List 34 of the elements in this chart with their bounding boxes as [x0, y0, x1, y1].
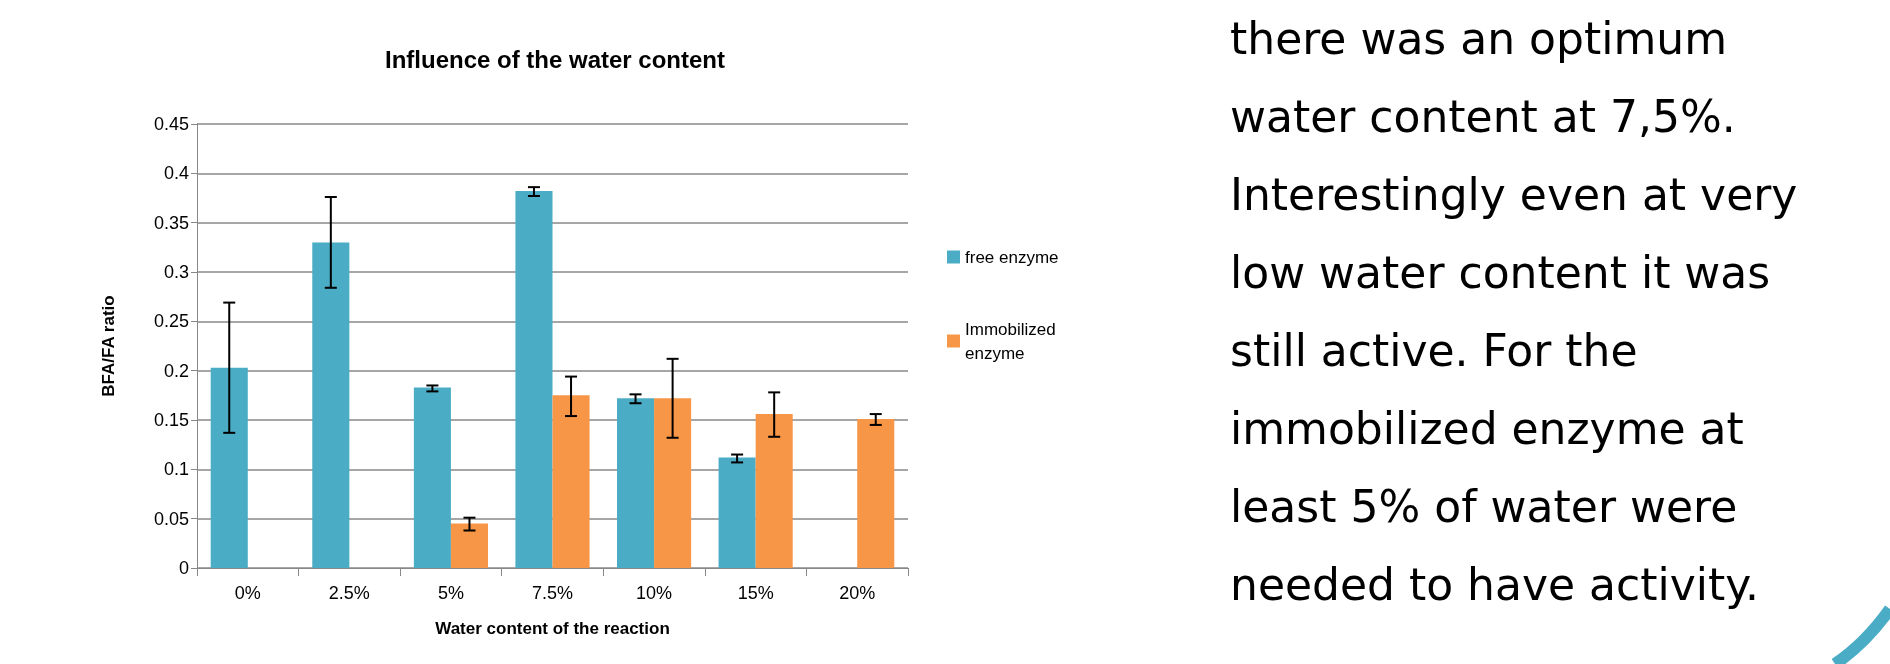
- y-tick-label: 0.35: [153, 212, 189, 233]
- x-tick-label: 10%: [636, 583, 673, 603]
- y-tick-label: 0: [178, 558, 189, 578]
- legend-label: Immobilized enzyme: [965, 319, 1061, 363]
- y-tick-label: 0.15: [153, 410, 189, 430]
- bar: [617, 398, 655, 568]
- bar: [312, 242, 350, 568]
- bar: [413, 387, 451, 568]
- bar: [857, 419, 895, 568]
- legend-label: free enzyme: [965, 247, 1059, 267]
- x-tick-label: 2.5%: [328, 583, 370, 603]
- text: there was an optimum water content at 7,5%. Interestingly even at very low water content it was still active. For the immobilized enzyme at least 5% of water were needed to have activity.: [1230, 12, 1799, 612]
- chart-title: Influence of the water content: [384, 45, 726, 73]
- x-axis-title: Water content of the reaction: [435, 619, 670, 638]
- x-tick-label: 15%: [737, 583, 774, 603]
- y-tick-label: 0.2: [163, 360, 189, 381]
- y-axis-title: BFA/FA ratio: [99, 295, 118, 397]
- x-tick-label: 5%: [437, 583, 464, 603]
- y-tick-label: 0.1: [163, 459, 189, 480]
- y-tick-label: 0.05: [153, 508, 189, 529]
- x-tick-label: 20%: [839, 583, 876, 603]
- bar: [515, 191, 553, 568]
- y-tick-label: 0.3: [163, 262, 189, 282]
- y-tick-label: 0.25: [153, 311, 189, 332]
- x-tick-label: 7.5%: [531, 583, 574, 603]
- bar: [654, 398, 692, 568]
- bar: [552, 395, 590, 568]
- bar: [755, 414, 793, 568]
- bar: [450, 523, 488, 568]
- y-tick-label: 0.4: [163, 163, 189, 184]
- bar: [210, 367, 248, 568]
- y-tick-label: 0.45: [153, 114, 189, 134]
- x-tick-label: 0%: [234, 583, 261, 603]
- bar: [718, 457, 756, 568]
